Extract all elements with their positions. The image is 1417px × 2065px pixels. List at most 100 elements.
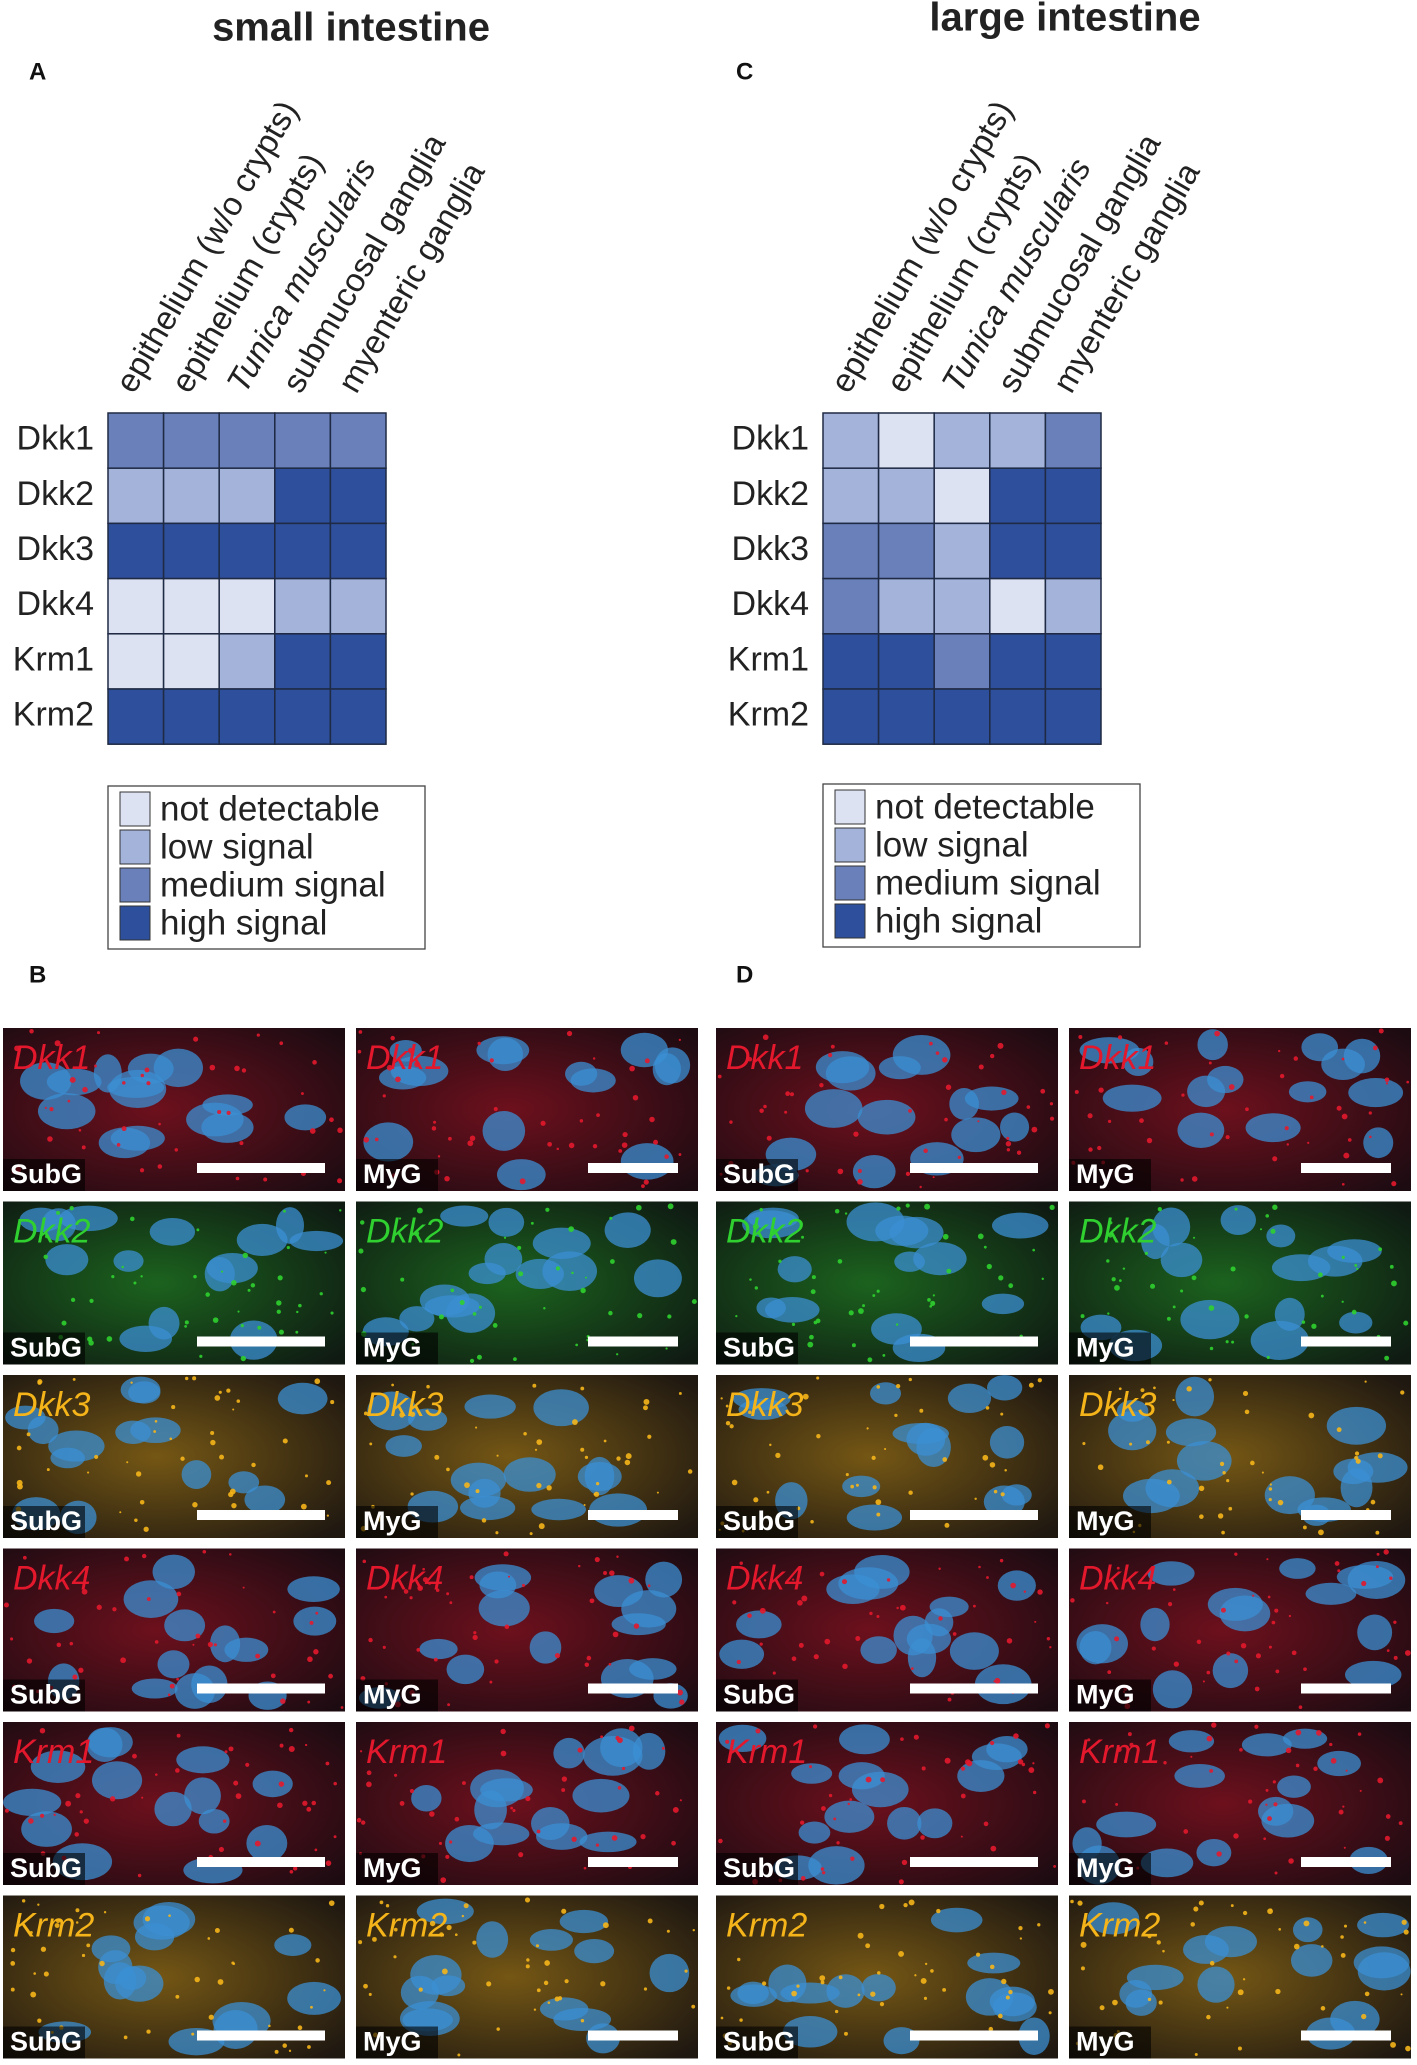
nucleus xyxy=(496,1159,546,1191)
stain-dot xyxy=(867,1357,873,1363)
stain-dot xyxy=(361,1820,366,1825)
stain-dot xyxy=(1265,1214,1270,1218)
stain-dot xyxy=(363,1136,370,1143)
stain-dot xyxy=(1268,1497,1272,1502)
stain-dot xyxy=(1293,1943,1300,1950)
nucleus xyxy=(632,1732,666,1770)
stain-dot xyxy=(525,1796,531,1802)
stain-dot xyxy=(677,1689,683,1696)
stain-dot xyxy=(141,1796,144,1799)
nucleus xyxy=(34,1608,75,1634)
stain-dot xyxy=(1295,1763,1300,1768)
stain-dot xyxy=(1391,1181,1397,1187)
stain-dot xyxy=(69,1641,74,1646)
stain-dot xyxy=(184,1320,189,1325)
stain-dot xyxy=(1117,1035,1123,1040)
stain-dot xyxy=(1347,1138,1352,1142)
heatmap-cell xyxy=(933,467,991,525)
stain-dot xyxy=(865,1943,871,1949)
stain-dot xyxy=(876,1289,880,1293)
stain-dot xyxy=(37,1380,42,1385)
stain-dot xyxy=(1111,1277,1116,1282)
nucleus xyxy=(531,1498,586,1521)
stain-dot xyxy=(820,1867,825,1871)
stain-dot xyxy=(543,1307,546,1310)
stain-dot xyxy=(944,1522,950,1528)
stain-dot xyxy=(1334,1561,1340,1566)
stain-dot xyxy=(1345,1769,1348,1772)
stain-dot xyxy=(983,1245,987,1249)
stain-dot xyxy=(602,1922,609,1929)
stain-dot xyxy=(1378,1028,1384,1034)
nucleus xyxy=(765,1297,820,1323)
row-label: Dkk1 xyxy=(732,420,809,458)
stain-dot xyxy=(1364,1380,1367,1383)
stain-dot xyxy=(495,1531,499,1535)
panel-letter: C xyxy=(736,58,753,85)
nucleus xyxy=(949,1632,999,1670)
nucleus xyxy=(37,1093,96,1130)
stain-dot xyxy=(437,1155,441,1158)
stain-dot xyxy=(595,1481,600,1486)
stain-dot xyxy=(1272,1780,1276,1784)
stain-dot xyxy=(1010,1582,1016,1589)
stain-dot xyxy=(579,1119,584,1123)
scale-bar xyxy=(197,1336,325,1347)
stain-dot xyxy=(1330,1758,1337,1764)
heatmap-cell xyxy=(274,522,332,580)
stain-dot xyxy=(1398,1821,1403,1826)
stain-dot xyxy=(489,1680,493,1684)
stain-dot xyxy=(556,1147,560,1151)
region-label: MyG xyxy=(1076,1333,1135,1363)
stain-dot xyxy=(1266,1558,1269,1561)
nucleus xyxy=(119,1325,173,1352)
stain-dot xyxy=(586,1655,592,1661)
stain-dot xyxy=(901,1859,908,1866)
stain-dot xyxy=(399,1800,405,1806)
stain-dot xyxy=(1122,1267,1126,1270)
stain-dot xyxy=(791,1578,795,1581)
nucleus xyxy=(893,1615,933,1656)
stain-dot xyxy=(791,1990,797,1997)
nucleus xyxy=(107,1076,165,1098)
stain-dot xyxy=(828,1052,833,1058)
stain-dot xyxy=(180,1456,185,1461)
stain-dot xyxy=(315,1611,319,1615)
stain-dot xyxy=(517,1245,522,1250)
nucleus xyxy=(951,1117,1001,1153)
stain-dot xyxy=(847,1802,850,1806)
stain-dot xyxy=(1190,1755,1193,1758)
region-label: SubG xyxy=(10,1853,82,1883)
nucleus xyxy=(228,1471,260,1494)
stain-dot xyxy=(655,1791,660,1796)
stain-dot xyxy=(447,1703,451,1707)
stain-dot xyxy=(1166,1440,1170,1444)
stain-dot xyxy=(306,1806,312,1812)
stain-dot xyxy=(315,1958,320,1963)
stain-dot xyxy=(236,1399,241,1403)
nucleus xyxy=(815,1051,870,1084)
row-label: Dkk2 xyxy=(17,475,94,513)
stain-dot xyxy=(313,1649,319,1655)
stain-dot xyxy=(789,1092,794,1097)
stain-dot xyxy=(30,1991,37,1998)
nucleus xyxy=(246,1825,288,1862)
stain-dot xyxy=(1127,1732,1132,1737)
region-label: MyG xyxy=(363,1159,422,1189)
stain-dot xyxy=(609,1570,615,1576)
stain-dot xyxy=(1183,1829,1189,1834)
stain-dot xyxy=(525,1964,530,1969)
stain-dot xyxy=(1234,1659,1239,1664)
stain-dot xyxy=(288,1745,295,1752)
region-label-bg xyxy=(1069,1332,1151,1365)
stain-dot xyxy=(391,1383,394,1387)
stain-dot xyxy=(496,1454,499,1457)
stain-dot xyxy=(666,1929,670,1933)
stain-dot xyxy=(1005,1995,1010,2000)
stain-dot xyxy=(40,1813,45,1818)
stain-dot xyxy=(1336,1105,1342,1111)
stain-dot xyxy=(457,2053,461,2057)
nucleus xyxy=(440,1205,489,1227)
nucleus xyxy=(1345,1660,1402,1689)
